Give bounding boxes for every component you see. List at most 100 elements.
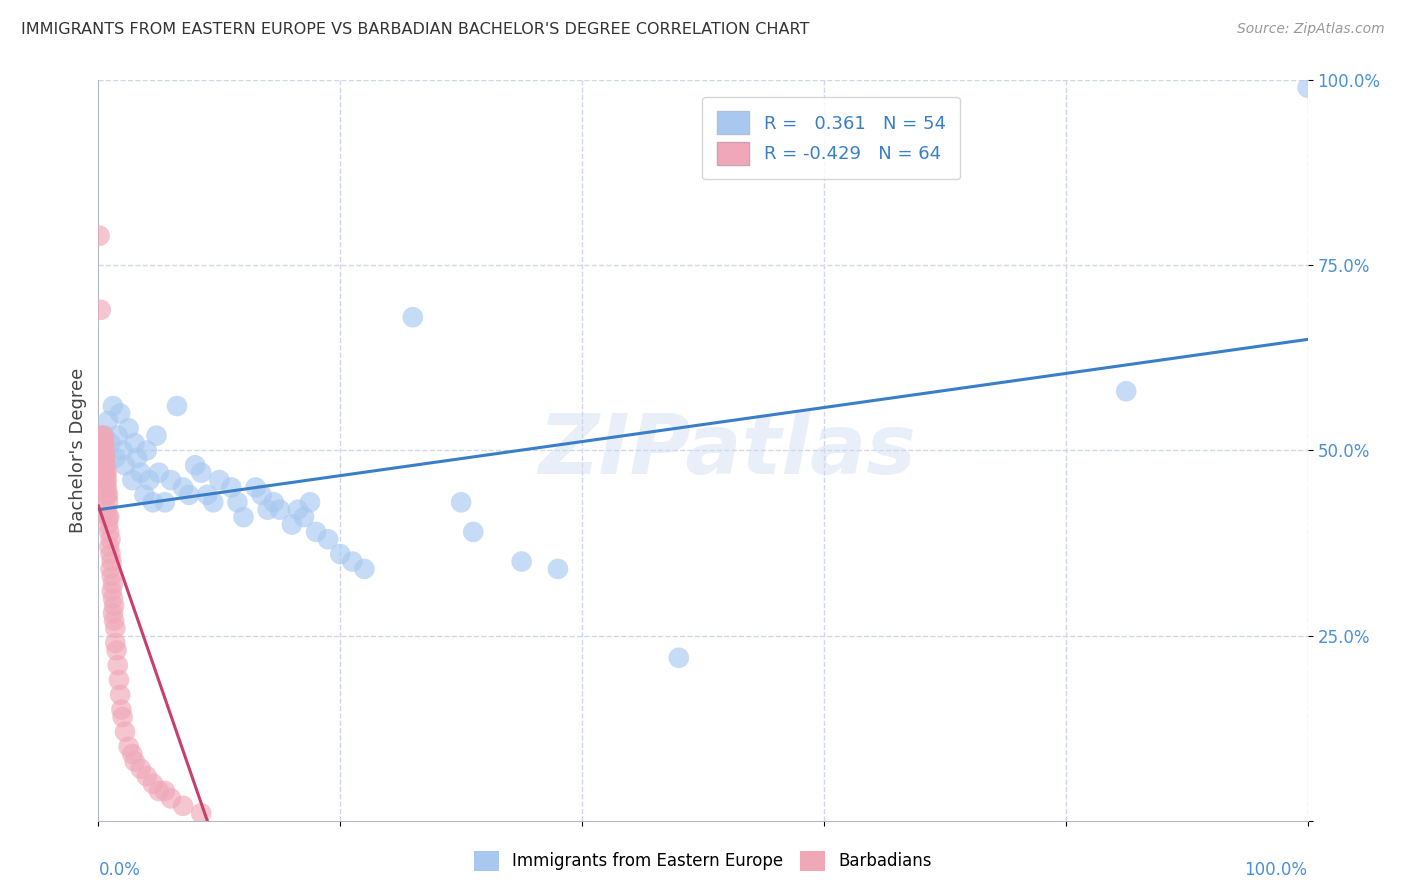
Point [97,510,120,524]
Point [153,495,176,509]
Point [148,784,170,798]
Point [91,436,114,450]
Point [91,443,114,458]
Point [129,762,152,776]
Point [172,480,194,494]
Point [316,533,339,547]
Legend: Immigrants from Eastern Europe, Barbadians: Immigrants from Eastern Europe, Barbadia… [465,842,941,880]
Point [98,510,121,524]
Point [101,576,124,591]
Point [269,502,291,516]
Point [96,488,118,502]
Point [103,599,125,613]
Point [96,466,118,480]
Point [114,724,136,739]
Point [668,650,690,665]
Point [287,502,309,516]
Point [97,414,120,428]
Point [402,310,425,325]
Point [153,784,176,798]
Point [91,450,114,465]
Point [100,562,122,576]
Point [100,436,122,450]
Point [93,443,115,458]
Point [111,710,134,724]
Point [118,421,141,435]
Y-axis label: Bachelor's Degree: Bachelor's Degree [69,368,87,533]
Point [100,584,122,599]
Point [226,495,249,509]
Point [91,443,114,458]
Point [1296,80,1319,95]
Point [93,450,115,465]
Point [160,791,183,805]
Text: 100.0%: 100.0% [1244,862,1308,880]
Point [184,458,207,473]
Text: IMMIGRANTS FROM EASTERN EUROPE VS BARBADIAN BACHELOR'S DEGREE CORRELATION CHART: IMMIGRANTS FROM EASTERN EUROPE VS BARBAD… [21,22,810,37]
Point [232,510,254,524]
Point [97,495,120,509]
Point [104,636,127,650]
Point [98,524,121,539]
Point [104,450,127,465]
Point [100,569,122,583]
Point [124,755,146,769]
Point [121,473,143,487]
Point [1115,384,1137,399]
Point [96,473,118,487]
Point [94,450,117,465]
Point [93,458,115,473]
Point [179,488,201,502]
Point [166,399,188,413]
Point [124,436,146,450]
Point [105,643,128,657]
Point [108,407,131,421]
Point [127,450,149,465]
Point [114,458,136,473]
Point [91,428,114,442]
Point [93,428,115,442]
Point [91,436,114,450]
Point [208,473,231,487]
Point [190,806,212,821]
Point [160,473,183,487]
Text: Source: ZipAtlas.com: Source: ZipAtlas.com [1237,22,1385,37]
Point [107,658,129,673]
Point [97,517,120,532]
Point [305,524,328,539]
Point [91,428,114,442]
Point [94,458,117,473]
Point [100,533,122,547]
Point [100,555,122,569]
Point [111,443,134,458]
Point [135,769,157,783]
Point [148,466,170,480]
Point [299,495,322,509]
Point [96,480,118,494]
Point [256,502,278,516]
Point [97,488,120,502]
Text: ZIPatlas: ZIPatlas [538,410,917,491]
Point [129,466,152,480]
Point [202,495,225,509]
Point [463,524,485,539]
Point [121,747,143,761]
Point [118,739,141,754]
Point [292,510,315,524]
Point [145,428,167,442]
Point [134,488,156,502]
Point [89,228,111,243]
Point [96,502,118,516]
Legend: R =   0.361   N = 54, R = -0.429   N = 64: R = 0.361 N = 54, R = -0.429 N = 64 [702,96,960,179]
Point [98,540,121,554]
Point [108,673,131,687]
Point [101,591,124,606]
Point [93,436,115,450]
Point [100,547,122,561]
Point [195,488,218,502]
Point [190,466,212,480]
Point [221,480,243,494]
Point [90,302,112,317]
Point [91,450,114,465]
Point [108,688,131,702]
